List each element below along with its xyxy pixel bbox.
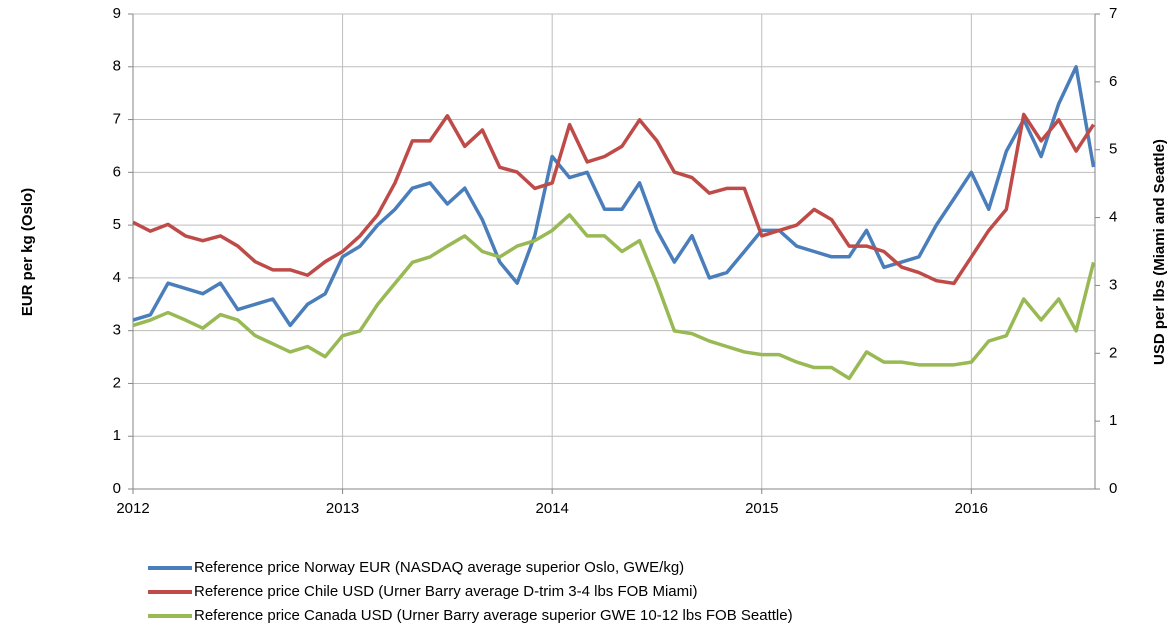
series-line [132, 112, 1095, 286]
x-tick-label: 2016 [955, 500, 988, 517]
y2-tick-label: 6 [1109, 73, 1117, 90]
y2-tick-label: 7 [1109, 5, 1117, 22]
y2-tick-label: 0 [1109, 480, 1117, 497]
y2-tick-label: 4 [1109, 209, 1117, 226]
y-tick-label: 7 [113, 111, 121, 128]
y-tick-label: 9 [113, 5, 121, 22]
y-tick-label: 6 [113, 163, 121, 180]
y-tick-label: 4 [113, 269, 121, 286]
y-tick-label: 2 [113, 374, 121, 391]
y-axis-label: EUR per kg (Oslo) [19, 188, 36, 316]
legend-label: Reference price Norway EUR (NASDAQ avera… [194, 559, 684, 576]
series-line [132, 65, 1096, 328]
x-tick-label: 2014 [535, 500, 568, 517]
legend-label: Reference price Chile USD (Urner Barry a… [194, 583, 697, 600]
y-tick-label: 8 [113, 58, 121, 75]
y2-tick-label: 3 [1109, 276, 1117, 293]
y-tick-label: 1 [113, 427, 121, 444]
y-tick-label: 5 [113, 216, 121, 233]
legend-label: Reference price Canada USD (Urner Barry … [194, 607, 793, 624]
y2-axis-label: USD per lbs (Miami and Seattle) [1151, 139, 1168, 365]
x-tick-label: 2012 [116, 500, 149, 517]
y2-tick-label: 5 [1109, 141, 1117, 158]
y2-tick-label: 2 [1109, 344, 1117, 361]
series-line [132, 213, 1096, 381]
x-tick-label: 2013 [326, 500, 359, 517]
y2-tick-label: 1 [1109, 412, 1117, 429]
x-tick-label: 2015 [745, 500, 778, 517]
y-tick-label: 0 [113, 480, 121, 497]
y-tick-label: 3 [113, 322, 121, 339]
